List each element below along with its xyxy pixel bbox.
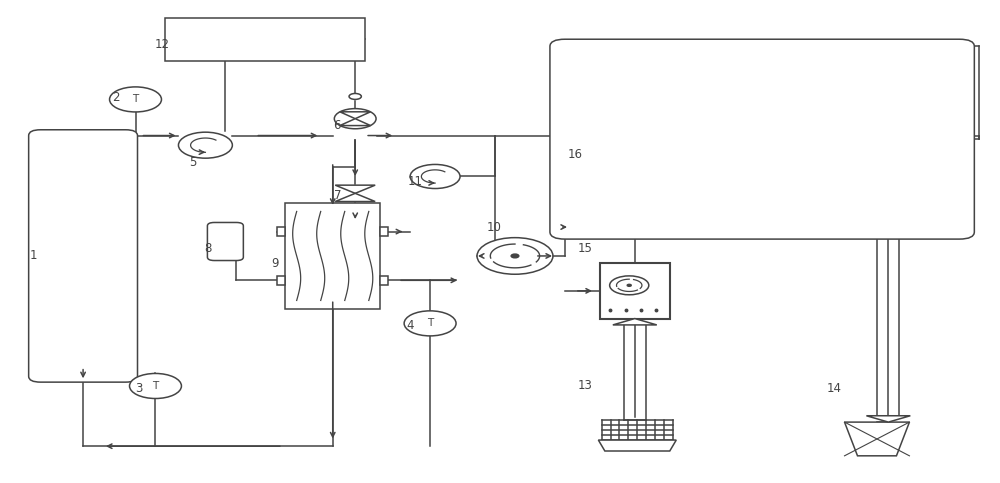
Polygon shape (335, 193, 375, 201)
Circle shape (334, 109, 376, 129)
Text: 2: 2 (112, 90, 119, 103)
Text: 6: 6 (333, 119, 341, 132)
Text: 5: 5 (189, 156, 196, 169)
Text: 13: 13 (577, 380, 592, 393)
Text: T: T (132, 94, 139, 104)
Polygon shape (845, 422, 909, 456)
Text: 14: 14 (827, 382, 842, 395)
Circle shape (627, 284, 631, 286)
Text: T: T (427, 318, 433, 328)
Text: 4: 4 (406, 319, 414, 332)
Polygon shape (866, 416, 910, 422)
Polygon shape (340, 119, 371, 126)
Circle shape (477, 238, 553, 274)
Text: 16: 16 (567, 148, 582, 161)
Text: 7: 7 (334, 189, 342, 202)
Text: 9: 9 (272, 256, 279, 270)
FancyBboxPatch shape (29, 130, 138, 382)
Circle shape (130, 373, 181, 398)
Circle shape (404, 311, 456, 336)
Bar (380, 227, 388, 236)
FancyBboxPatch shape (207, 223, 243, 260)
Polygon shape (613, 319, 657, 325)
Circle shape (511, 254, 519, 258)
Text: 1: 1 (30, 249, 37, 262)
Bar (277, 276, 285, 284)
Circle shape (178, 132, 232, 158)
Bar (380, 276, 388, 284)
Text: 10: 10 (487, 221, 501, 234)
Circle shape (410, 164, 460, 188)
Bar (277, 227, 285, 236)
FancyBboxPatch shape (550, 39, 974, 239)
Text: 15: 15 (577, 242, 592, 255)
Circle shape (110, 87, 161, 112)
Text: 8: 8 (205, 242, 212, 255)
Text: T: T (152, 381, 159, 391)
Circle shape (349, 94, 361, 99)
Bar (165, 17, 365, 61)
Text: 12: 12 (155, 38, 170, 51)
Bar (285, 203, 380, 309)
Polygon shape (340, 112, 371, 119)
Text: 3: 3 (135, 382, 142, 395)
Polygon shape (335, 185, 375, 193)
Circle shape (610, 276, 649, 295)
Bar (600, 263, 670, 319)
Text: 11: 11 (408, 175, 423, 188)
Polygon shape (598, 440, 676, 451)
